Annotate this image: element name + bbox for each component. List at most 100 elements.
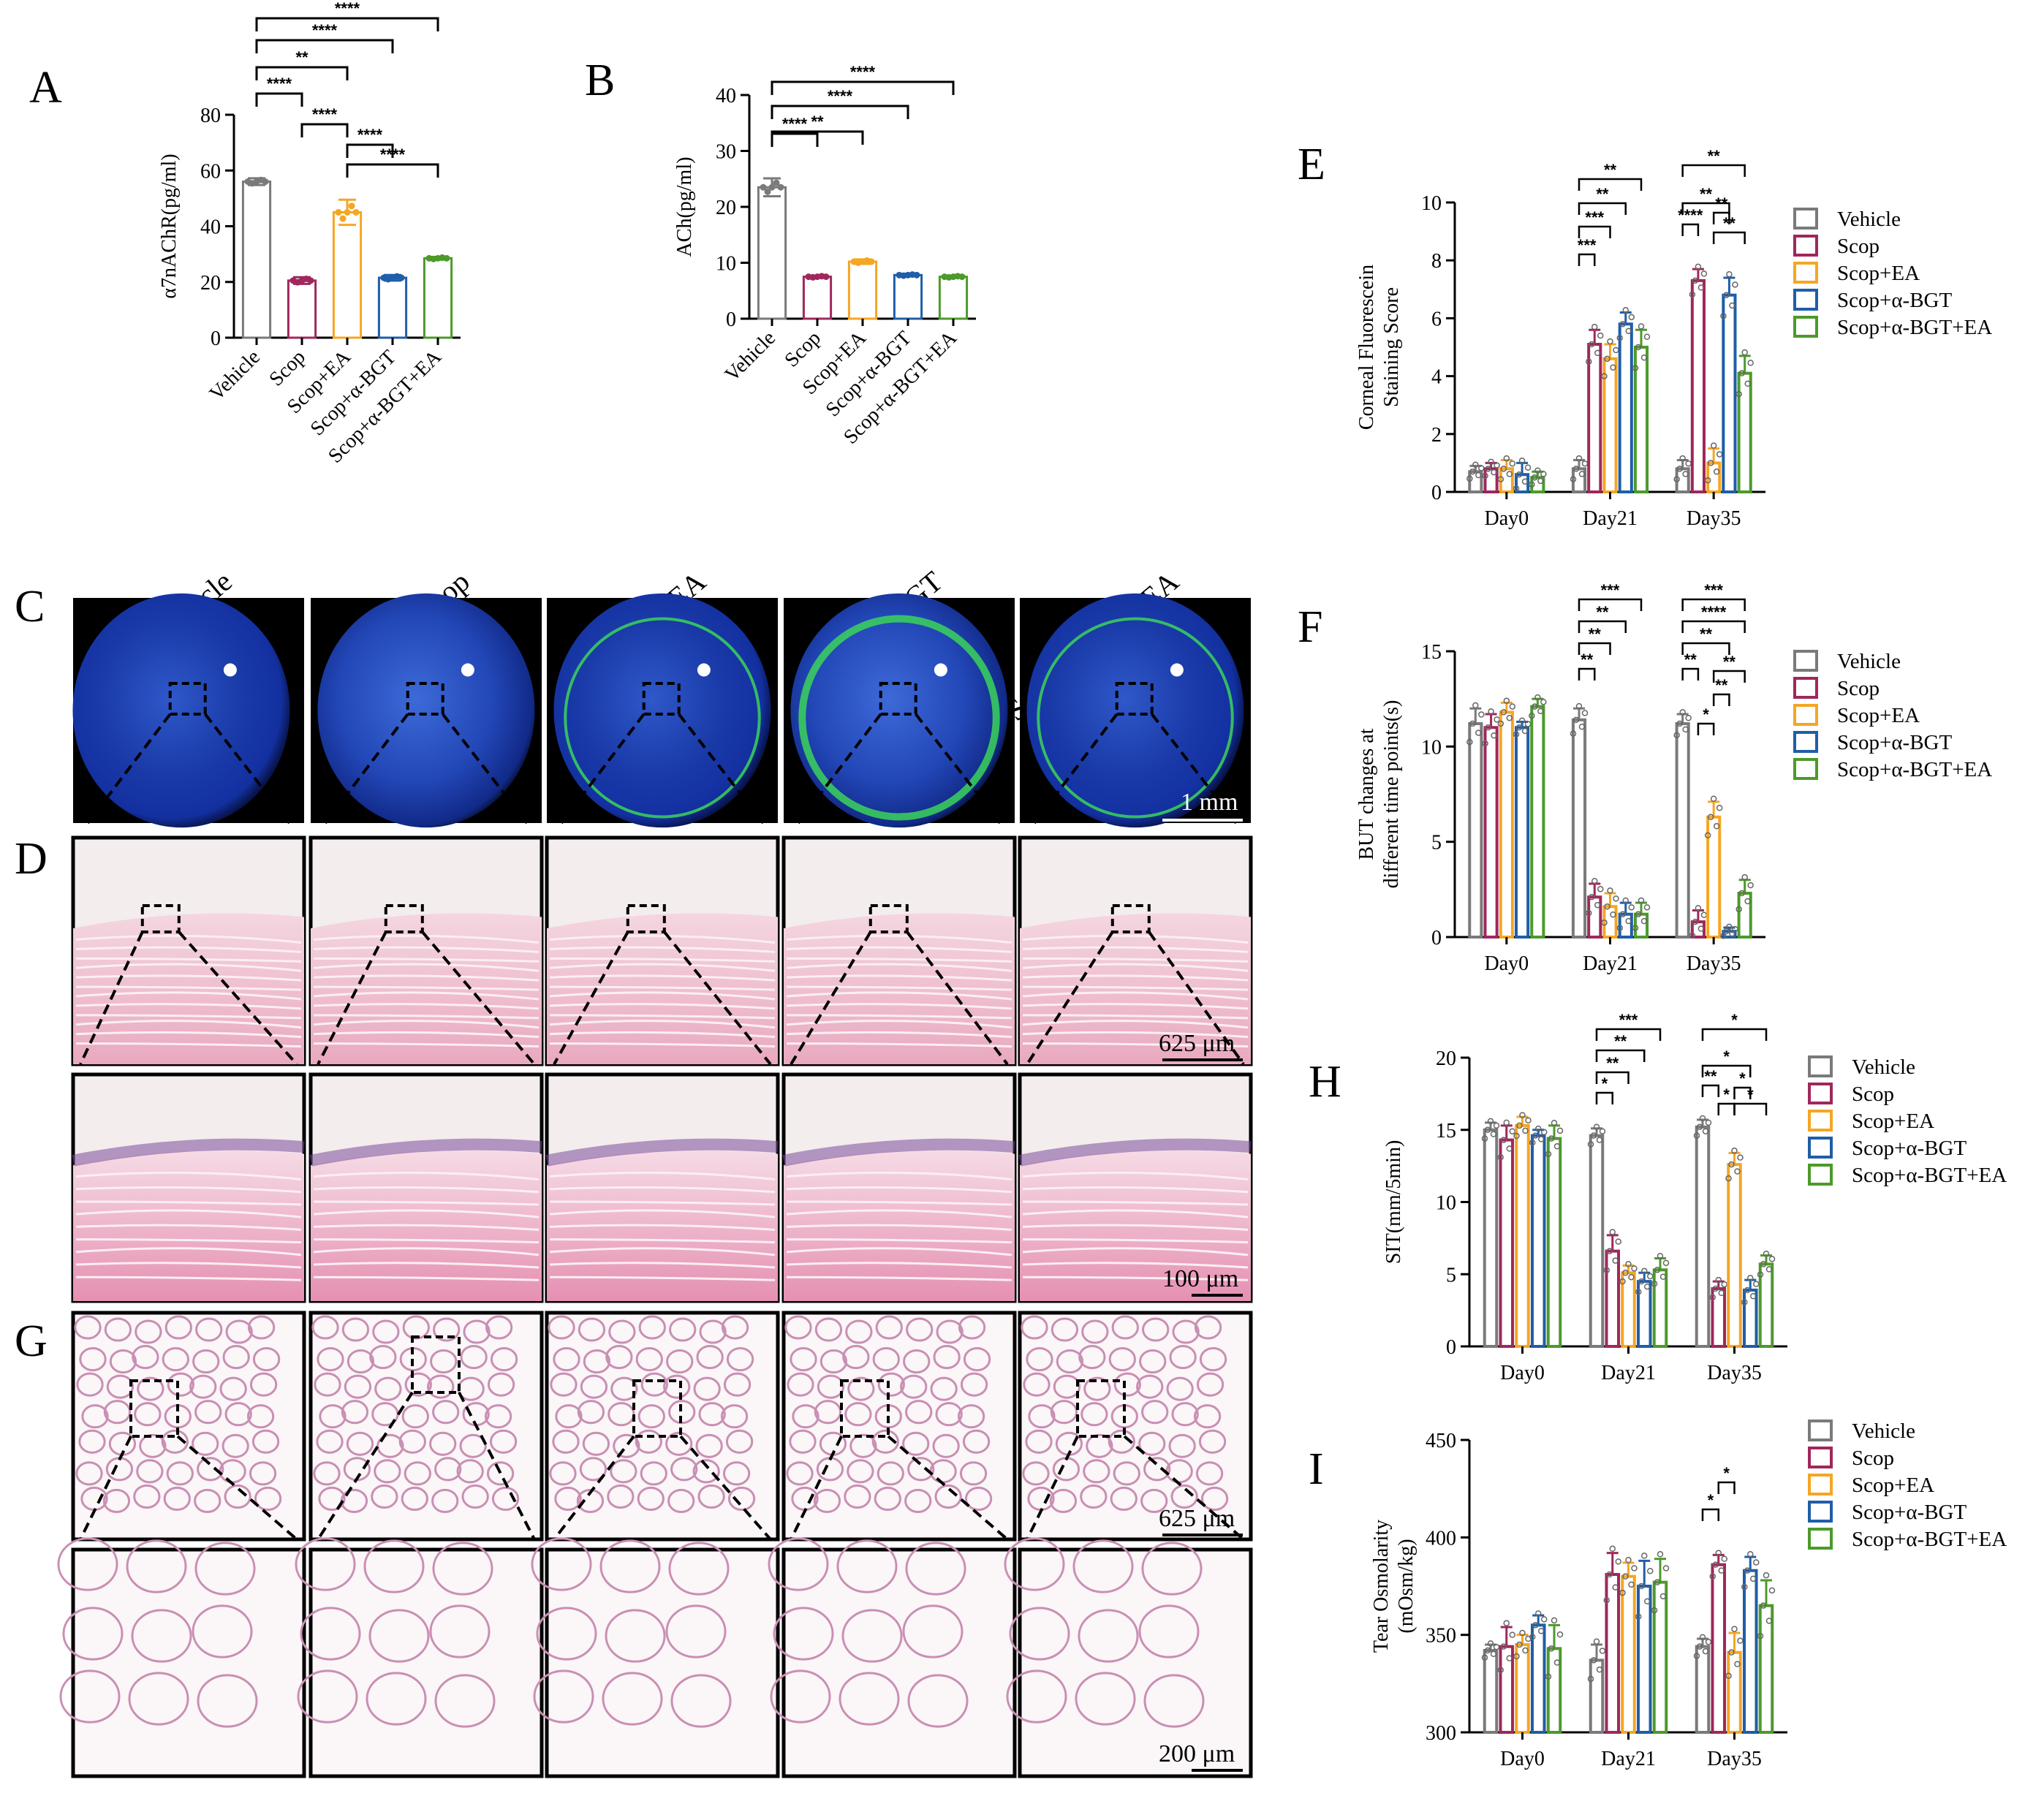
gland-low-mag-2-acinus bbox=[401, 1486, 428, 1511]
chart-H-y-tick-label: 5 bbox=[1446, 1264, 1456, 1286]
data-point bbox=[1699, 1115, 1706, 1122]
light-reflection bbox=[697, 663, 711, 677]
data-point bbox=[822, 273, 830, 281]
eye-cornea bbox=[790, 593, 1008, 828]
data-point bbox=[1541, 1129, 1548, 1136]
data-point bbox=[1625, 917, 1632, 925]
data-point bbox=[1515, 471, 1523, 478]
chart-A-y-tick-label: 60 bbox=[200, 160, 221, 183]
significance-label: *** bbox=[1578, 236, 1597, 254]
data-point bbox=[1581, 710, 1589, 716]
significance-bracket bbox=[1578, 620, 1627, 633]
significance-bracket bbox=[1681, 598, 1746, 611]
data-point bbox=[1638, 1582, 1645, 1590]
gland-low-mag-1-acinus bbox=[109, 1349, 137, 1374]
gland-high-mag-1-acinus bbox=[59, 1669, 121, 1724]
cornea-high-mag-1 bbox=[71, 1072, 306, 1303]
cornea-low-mag-1-stroma-line bbox=[75, 957, 302, 963]
data-point bbox=[1535, 1610, 1542, 1617]
data-point bbox=[1628, 1273, 1635, 1281]
data-point bbox=[1760, 1261, 1767, 1267]
data-point bbox=[1478, 711, 1485, 718]
gland-low-mag-5-acinus bbox=[1080, 1402, 1108, 1427]
significance-label: * bbox=[1747, 1085, 1754, 1104]
data-point bbox=[1540, 471, 1547, 477]
x-tick-label: Vehicle bbox=[205, 346, 265, 405]
gland-high-mag-1-acinus bbox=[194, 1542, 256, 1596]
data-point bbox=[1604, 355, 1610, 363]
data-point bbox=[1487, 1640, 1494, 1647]
chart-B-y-tick-label: 10 bbox=[716, 253, 736, 276]
gland-low-mag-4-acinus bbox=[958, 1315, 986, 1340]
data-point bbox=[1640, 917, 1648, 925]
legend-swatch bbox=[1808, 1083, 1833, 1104]
gland-low-mag-4-acinus bbox=[817, 1374, 845, 1399]
zoom-line bbox=[790, 1436, 843, 1540]
data-point bbox=[1638, 323, 1645, 330]
data-point bbox=[1710, 442, 1717, 449]
gland-low-mag-1-acinus bbox=[167, 1372, 194, 1397]
data-point bbox=[1570, 730, 1577, 737]
data-point bbox=[339, 215, 347, 222]
gland-low-mag-1-acinus bbox=[249, 1461, 277, 1486]
bar bbox=[938, 276, 969, 320]
gland-low-mag-4-acinus bbox=[813, 1488, 841, 1513]
cornea-high-mag-4-stroma-line bbox=[786, 1247, 1012, 1256]
bar bbox=[1695, 1125, 1711, 1349]
gland-high-mag-1-acinus bbox=[57, 1537, 118, 1591]
data-point bbox=[344, 208, 351, 216]
data-point bbox=[1469, 469, 1476, 475]
data-point bbox=[1485, 466, 1491, 472]
bar bbox=[1589, 1659, 1605, 1734]
data-point bbox=[1685, 460, 1692, 467]
gland-low-mag-5-acinus bbox=[1110, 1486, 1138, 1511]
cornea-low-mag-5-stroma-line bbox=[1022, 974, 1249, 982]
data-point bbox=[1632, 925, 1639, 931]
data-point bbox=[1524, 464, 1532, 471]
gland-low-mag-5-acinus bbox=[1108, 1429, 1135, 1454]
gland-low-mag-4-acinus bbox=[872, 1347, 900, 1372]
significance-label: * bbox=[1739, 1069, 1746, 1088]
data-point bbox=[1591, 324, 1598, 330]
gland-low-mag-2-acinus bbox=[401, 1404, 429, 1429]
cornea-low-mag-5-stroma-line bbox=[1022, 946, 1249, 953]
scale-bar-label: 625 μm bbox=[1159, 1505, 1235, 1532]
legend-swatch bbox=[1808, 1137, 1833, 1159]
data-point bbox=[1721, 1555, 1727, 1562]
data-point bbox=[1609, 1229, 1616, 1235]
legend-swatch bbox=[1808, 1419, 1833, 1441]
significance-bracket bbox=[300, 123, 349, 137]
eye-cornea bbox=[317, 593, 535, 828]
data-point bbox=[1603, 1267, 1610, 1273]
x-tick-label: Day0 bbox=[1500, 1362, 1545, 1384]
cornea-low-mag-5-stroma-line bbox=[1022, 991, 1249, 1001]
bar bbox=[241, 181, 272, 339]
cornea-low-mag-3-stroma-line bbox=[549, 934, 776, 944]
data-point bbox=[1622, 897, 1629, 904]
significance-bracket bbox=[1712, 693, 1730, 706]
gland-low-mag-1-acinus bbox=[81, 1404, 109, 1429]
significance-label: ** bbox=[1700, 185, 1713, 203]
gland-high-mag-3-acinus bbox=[531, 1537, 592, 1591]
scale-bar-label: 1 mm bbox=[1181, 789, 1238, 816]
gland-low-mag-4-acinus bbox=[933, 1345, 961, 1370]
bar bbox=[1605, 1249, 1621, 1349]
cornea-high-mag-3-stroma-line bbox=[549, 1186, 776, 1194]
gland-low-mag-1-acinus bbox=[189, 1374, 217, 1399]
gland-low-mag-5-acinus bbox=[1141, 1400, 1169, 1425]
gland-low-mag-2-acinus bbox=[456, 1459, 484, 1484]
fluorescein-stain bbox=[564, 617, 761, 819]
data-point bbox=[1497, 1667, 1504, 1673]
bar bbox=[1652, 1580, 1668, 1735]
data-point bbox=[1607, 338, 1613, 345]
gland-low-mag-2-acinus bbox=[427, 1374, 455, 1399]
gland-low-mag-2-acinus bbox=[317, 1347, 344, 1372]
significance-bracket bbox=[1681, 642, 1730, 655]
data-point bbox=[1673, 732, 1680, 738]
cornea-high-mag-5-stroma-line bbox=[1022, 1209, 1249, 1218]
significance-bracket bbox=[1717, 1481, 1735, 1494]
data-point bbox=[1513, 485, 1520, 492]
gland-low-mag-3-acinus bbox=[720, 1404, 749, 1429]
zoom-box bbox=[879, 682, 917, 716]
